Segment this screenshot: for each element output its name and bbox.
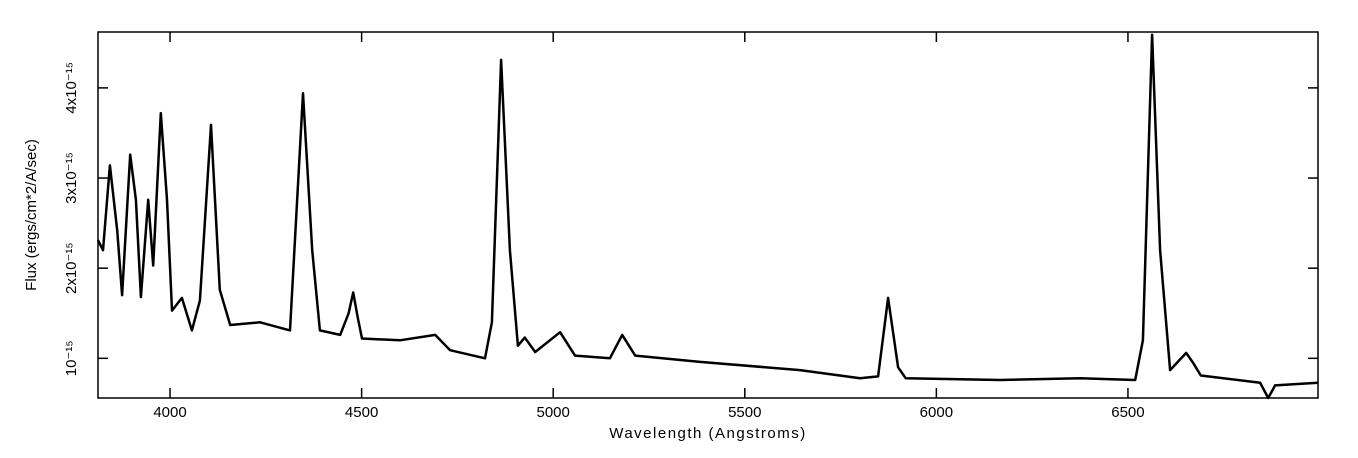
x-tick-label: 4000	[153, 404, 186, 421]
x-tick-label: 5500	[728, 404, 761, 421]
x-tick-label: 6000	[920, 404, 953, 421]
x-tick-label: 6500	[1111, 404, 1144, 421]
y-tick-label: 4x10⁻¹⁵	[63, 62, 80, 114]
y-tick-label: 2x10⁻¹⁵	[63, 242, 80, 294]
x-axis-label: Wavelength (Angstroms)	[609, 425, 807, 442]
plot-frame	[97, 31, 1319, 399]
spectrum-line	[96, 33, 1319, 400]
x-tick-label: 4500	[345, 404, 378, 421]
y-axis-label: Flux (ergs/cm*2/A/sec)	[23, 139, 40, 291]
x-tick-label: 5000	[537, 404, 570, 421]
y-tick-label: 3x10⁻¹⁵	[63, 152, 80, 204]
y-tick-label: 10⁻¹⁵	[63, 340, 80, 376]
